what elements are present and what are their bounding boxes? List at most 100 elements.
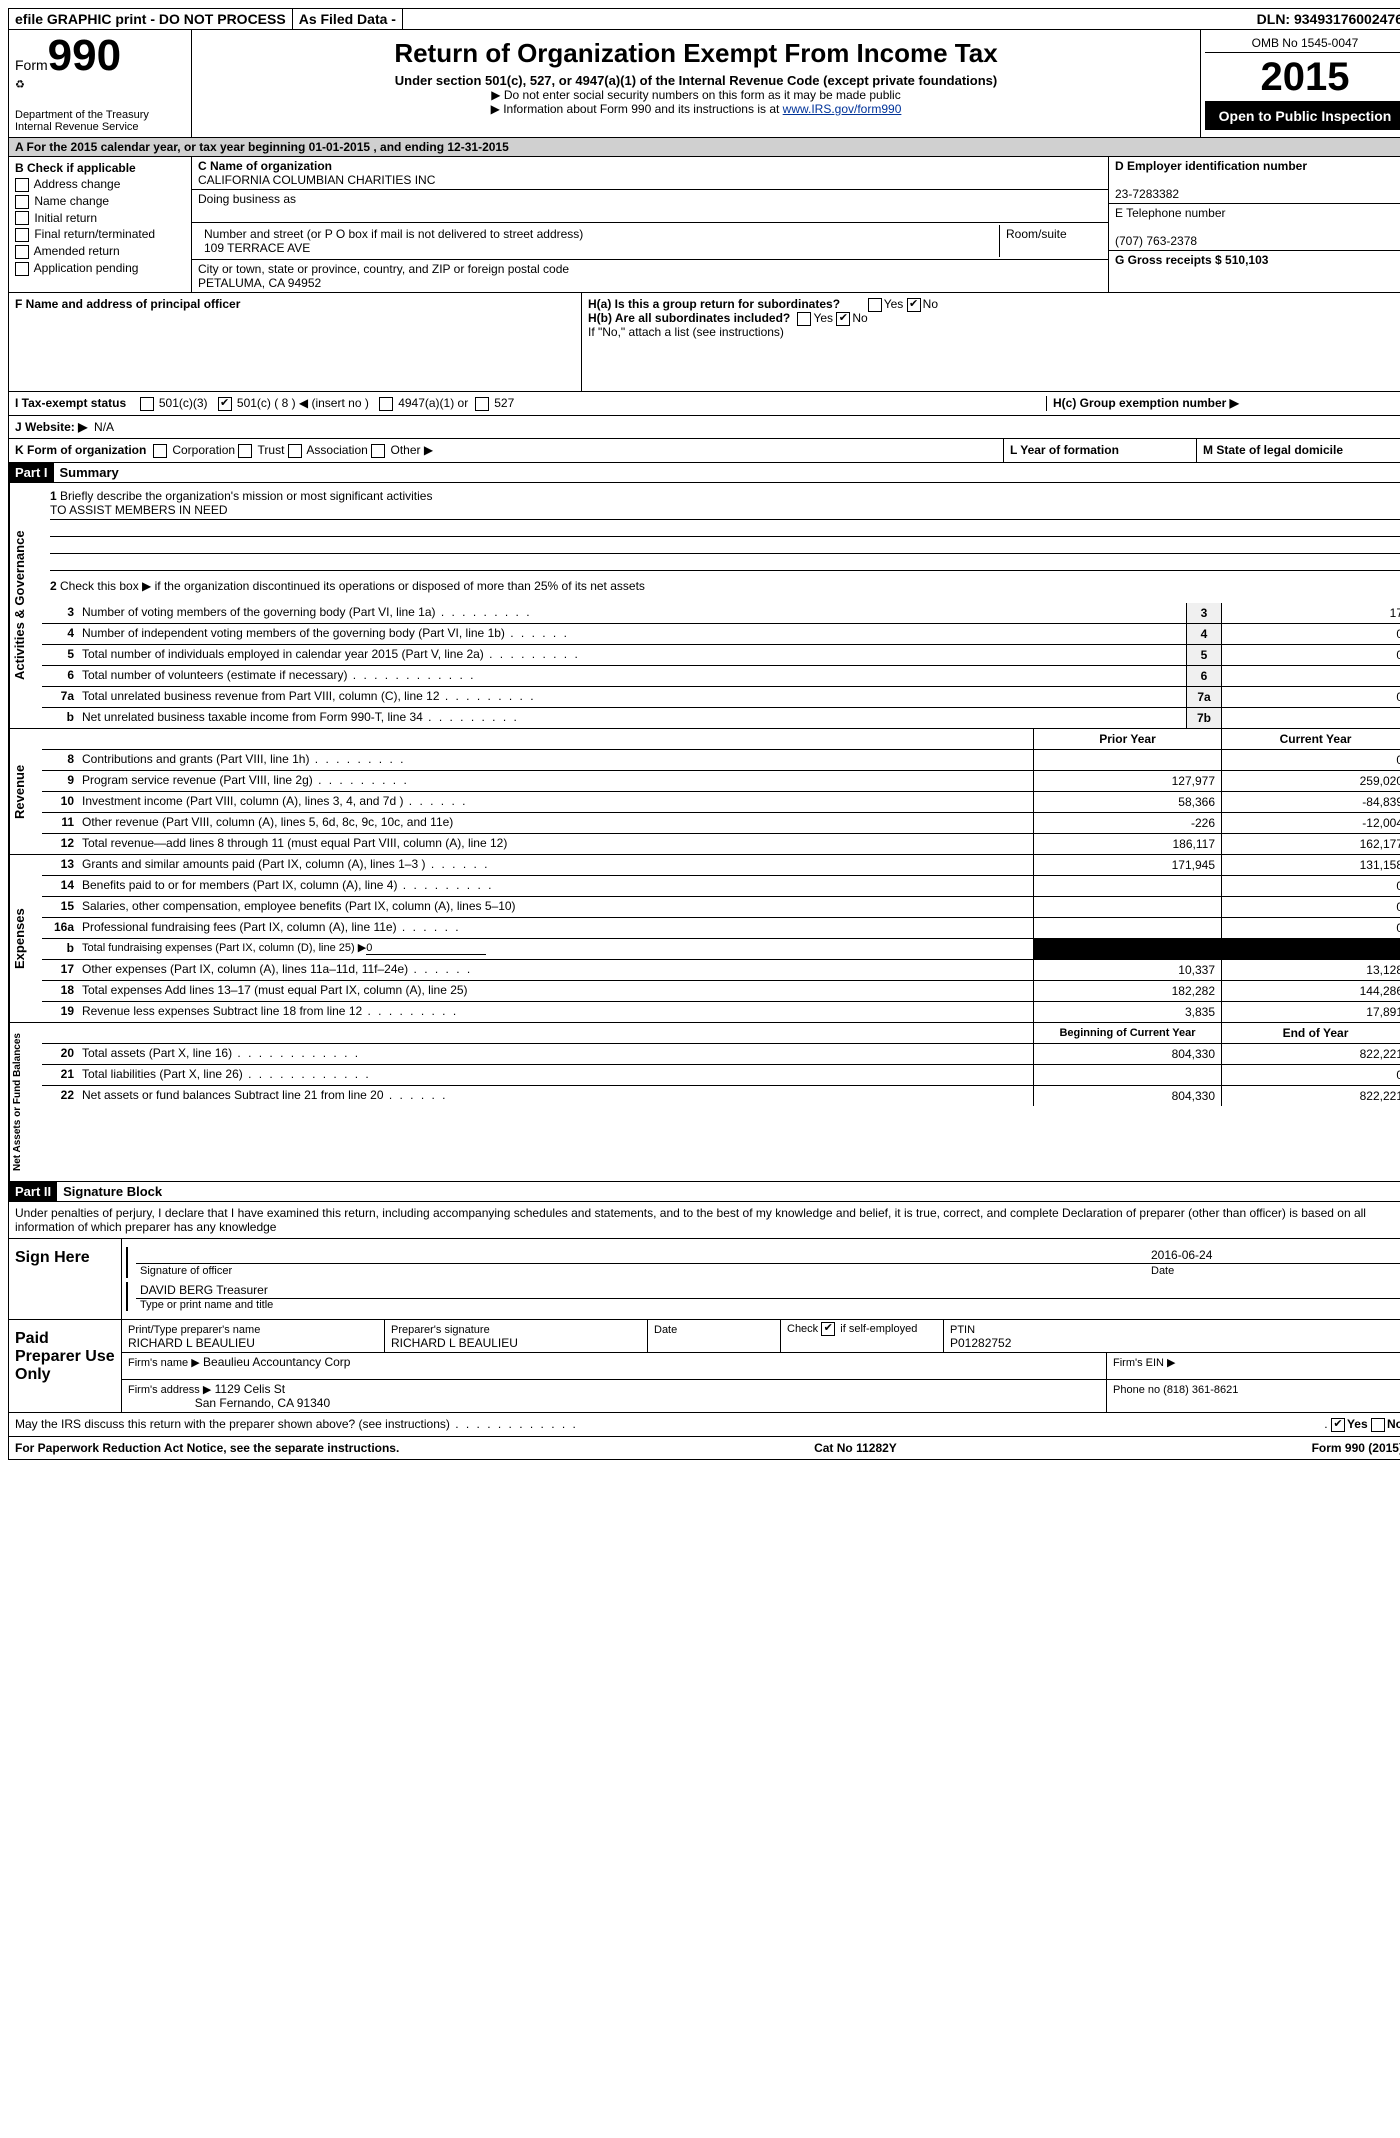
p19: 3,835 — [1033, 1002, 1221, 1022]
p8 — [1033, 750, 1221, 770]
omb: OMB No 1545-0047 — [1205, 34, 1400, 53]
l14: Benefits paid to or for members (Part IX… — [78, 876, 1033, 896]
c18: 144,286 — [1221, 981, 1400, 1001]
ha-label: H(a) Is this a group return for subordin… — [588, 297, 840, 311]
irs-link[interactable]: www.IRS.gov/form990 — [783, 102, 902, 116]
tax-year: 2015 — [1205, 53, 1400, 102]
c16a: 0 — [1221, 918, 1400, 938]
chk-other[interactable] — [371, 444, 385, 458]
website-row: J Website: ▶ N/A — [9, 416, 1400, 438]
firm-addr2: San Fernando, CA 91340 — [195, 1396, 330, 1410]
part2-label: Part II — [9, 1182, 57, 1201]
efile-strip: efile GRAPHIC print - DO NOT PROCESS As … — [9, 9, 1400, 30]
mission-text: TO ASSIST MEMBERS IN NEED — [50, 503, 1400, 520]
c20: 822,221 — [1221, 1044, 1400, 1064]
efile-label: efile GRAPHIC print - DO NOT PROCESS — [9, 9, 293, 29]
prior-year: Prior Year — [1033, 729, 1221, 749]
p9: 127,977 — [1033, 771, 1221, 791]
c21: 0 — [1221, 1065, 1400, 1085]
ha-no[interactable]: ✔ — [907, 298, 921, 312]
d-label: D Employer identification number — [1115, 159, 1307, 173]
v3: 17 — [1221, 603, 1400, 623]
part1-label: Part I — [9, 463, 54, 482]
e-label: E Telephone number — [1115, 206, 1226, 220]
chk-501c[interactable]: ✔ — [218, 397, 232, 411]
v6 — [1221, 666, 1400, 686]
check-pending[interactable] — [15, 262, 29, 276]
sign-date-val: 2016-06-24 — [1147, 1247, 1400, 1263]
form-of-org-row: K Form of organization Corporation Trust… — [9, 439, 1400, 463]
f-label: F Name and address of principal officer — [15, 297, 240, 311]
date-lbl: Date — [1147, 1264, 1400, 1278]
form-number: 990 — [48, 31, 121, 80]
c14: 0 — [1221, 876, 1400, 896]
type-print-lbl: Type or print name and title — [136, 1299, 1400, 1311]
form-label: Form — [15, 57, 48, 73]
c13: 131,158 — [1221, 855, 1400, 875]
ha-yes[interactable] — [868, 298, 882, 312]
netassets-section: Net Assets or Fund Balances Beginning of… — [9, 1023, 1400, 1182]
paid-preparer-block: Paid Preparer Use Only Print/Type prepar… — [9, 1319, 1400, 1412]
may-yes[interactable]: ✔ — [1331, 1418, 1345, 1432]
may-no[interactable] — [1371, 1418, 1385, 1432]
chk-trust[interactable] — [238, 444, 252, 458]
l6: Total number of volunteers (estimate if … — [78, 666, 1186, 686]
irs: Internal Revenue Service — [15, 121, 185, 133]
l19: Revenue less expenses Subtract line 18 f… — [78, 1002, 1033, 1022]
irs-recycle-icon: ♻ — [15, 79, 25, 91]
check-final[interactable] — [15, 228, 29, 242]
l21: Total liabilities (Part X, line 26) — [78, 1065, 1033, 1085]
p18: 182,282 — [1033, 981, 1221, 1001]
current-year: Current Year — [1221, 729, 1400, 749]
chk-corp[interactable] — [153, 444, 167, 458]
v7b — [1221, 708, 1400, 728]
check-amended[interactable] — [15, 245, 29, 259]
b-label: B Check if applicable — [15, 161, 185, 175]
l7b: Net unrelated business taxable income fr… — [78, 708, 1186, 728]
v4: 0 — [1221, 624, 1400, 644]
l3: Number of voting members of the governin… — [78, 603, 1186, 623]
treasury: Department of the Treasury — [15, 109, 185, 121]
p15 — [1033, 897, 1221, 917]
l20: Total assets (Part X, line 16) — [78, 1044, 1033, 1064]
asfiled-label: As Filed Data - — [293, 9, 403, 29]
side-revenue: Revenue — [9, 729, 42, 854]
sign-here: Sign Here — [9, 1239, 122, 1319]
cat-no: Cat No 11282Y — [814, 1441, 897, 1455]
p10: 58,366 — [1033, 792, 1221, 812]
part2-title: Signature Block — [57, 1182, 168, 1201]
hc-label: H(c) Group exemption number ▶ — [1053, 396, 1239, 410]
l5: Total number of individuals employed in … — [78, 645, 1186, 665]
i-label: I Tax-exempt status — [15, 396, 126, 410]
hb-label: H(b) Are all subordinates included? — [588, 311, 790, 325]
footer: For Paperwork Reduction Act Notice, see … — [9, 1436, 1400, 1459]
l16b: Total fundraising expenses (Part IX, col… — [78, 939, 1033, 959]
c9: 259,020 — [1221, 771, 1400, 791]
side-netassets: Net Assets or Fund Balances — [9, 1023, 42, 1181]
l18: Total expenses Add lines 13–17 (must equ… — [78, 981, 1033, 1001]
part2-bar: Part II Signature Block — [9, 1182, 1400, 1202]
check-initial[interactable] — [15, 211, 29, 225]
k-label: K Form of organization — [15, 443, 146, 457]
phone: (707) 763-2378 — [1115, 234, 1197, 248]
end-year: End of Year — [1221, 1023, 1400, 1043]
website-val: N/A — [94, 420, 114, 434]
chk-527[interactable] — [475, 397, 489, 411]
firm-phone: Phone no (818) 361-8621 — [1113, 1384, 1238, 1396]
ein: 23-7283382 — [1115, 187, 1179, 201]
officer-group-row: F Name and address of principal officer … — [9, 293, 1400, 392]
check-address[interactable] — [15, 178, 29, 192]
hb-no[interactable]: ✔ — [836, 312, 850, 326]
hb-yes[interactable] — [797, 312, 811, 326]
chk-assoc[interactable] — [288, 444, 302, 458]
chk-4947[interactable] — [379, 397, 393, 411]
chk-501c3[interactable] — [140, 397, 154, 411]
tax-exempt-row: I Tax-exempt status 501(c)(3) ✔ 501(c) (… — [9, 392, 1400, 416]
l1-desc: Briefly describe the organization's miss… — [60, 489, 432, 503]
room-label: Room/suite — [1006, 227, 1067, 241]
check-name[interactable] — [15, 195, 29, 209]
m-label: M State of legal domicile — [1203, 443, 1343, 457]
chk-self-emp[interactable]: ✔ — [821, 1322, 835, 1336]
j-label: J Website: ▶ — [15, 420, 87, 434]
side-expenses: Expenses — [9, 855, 42, 1022]
